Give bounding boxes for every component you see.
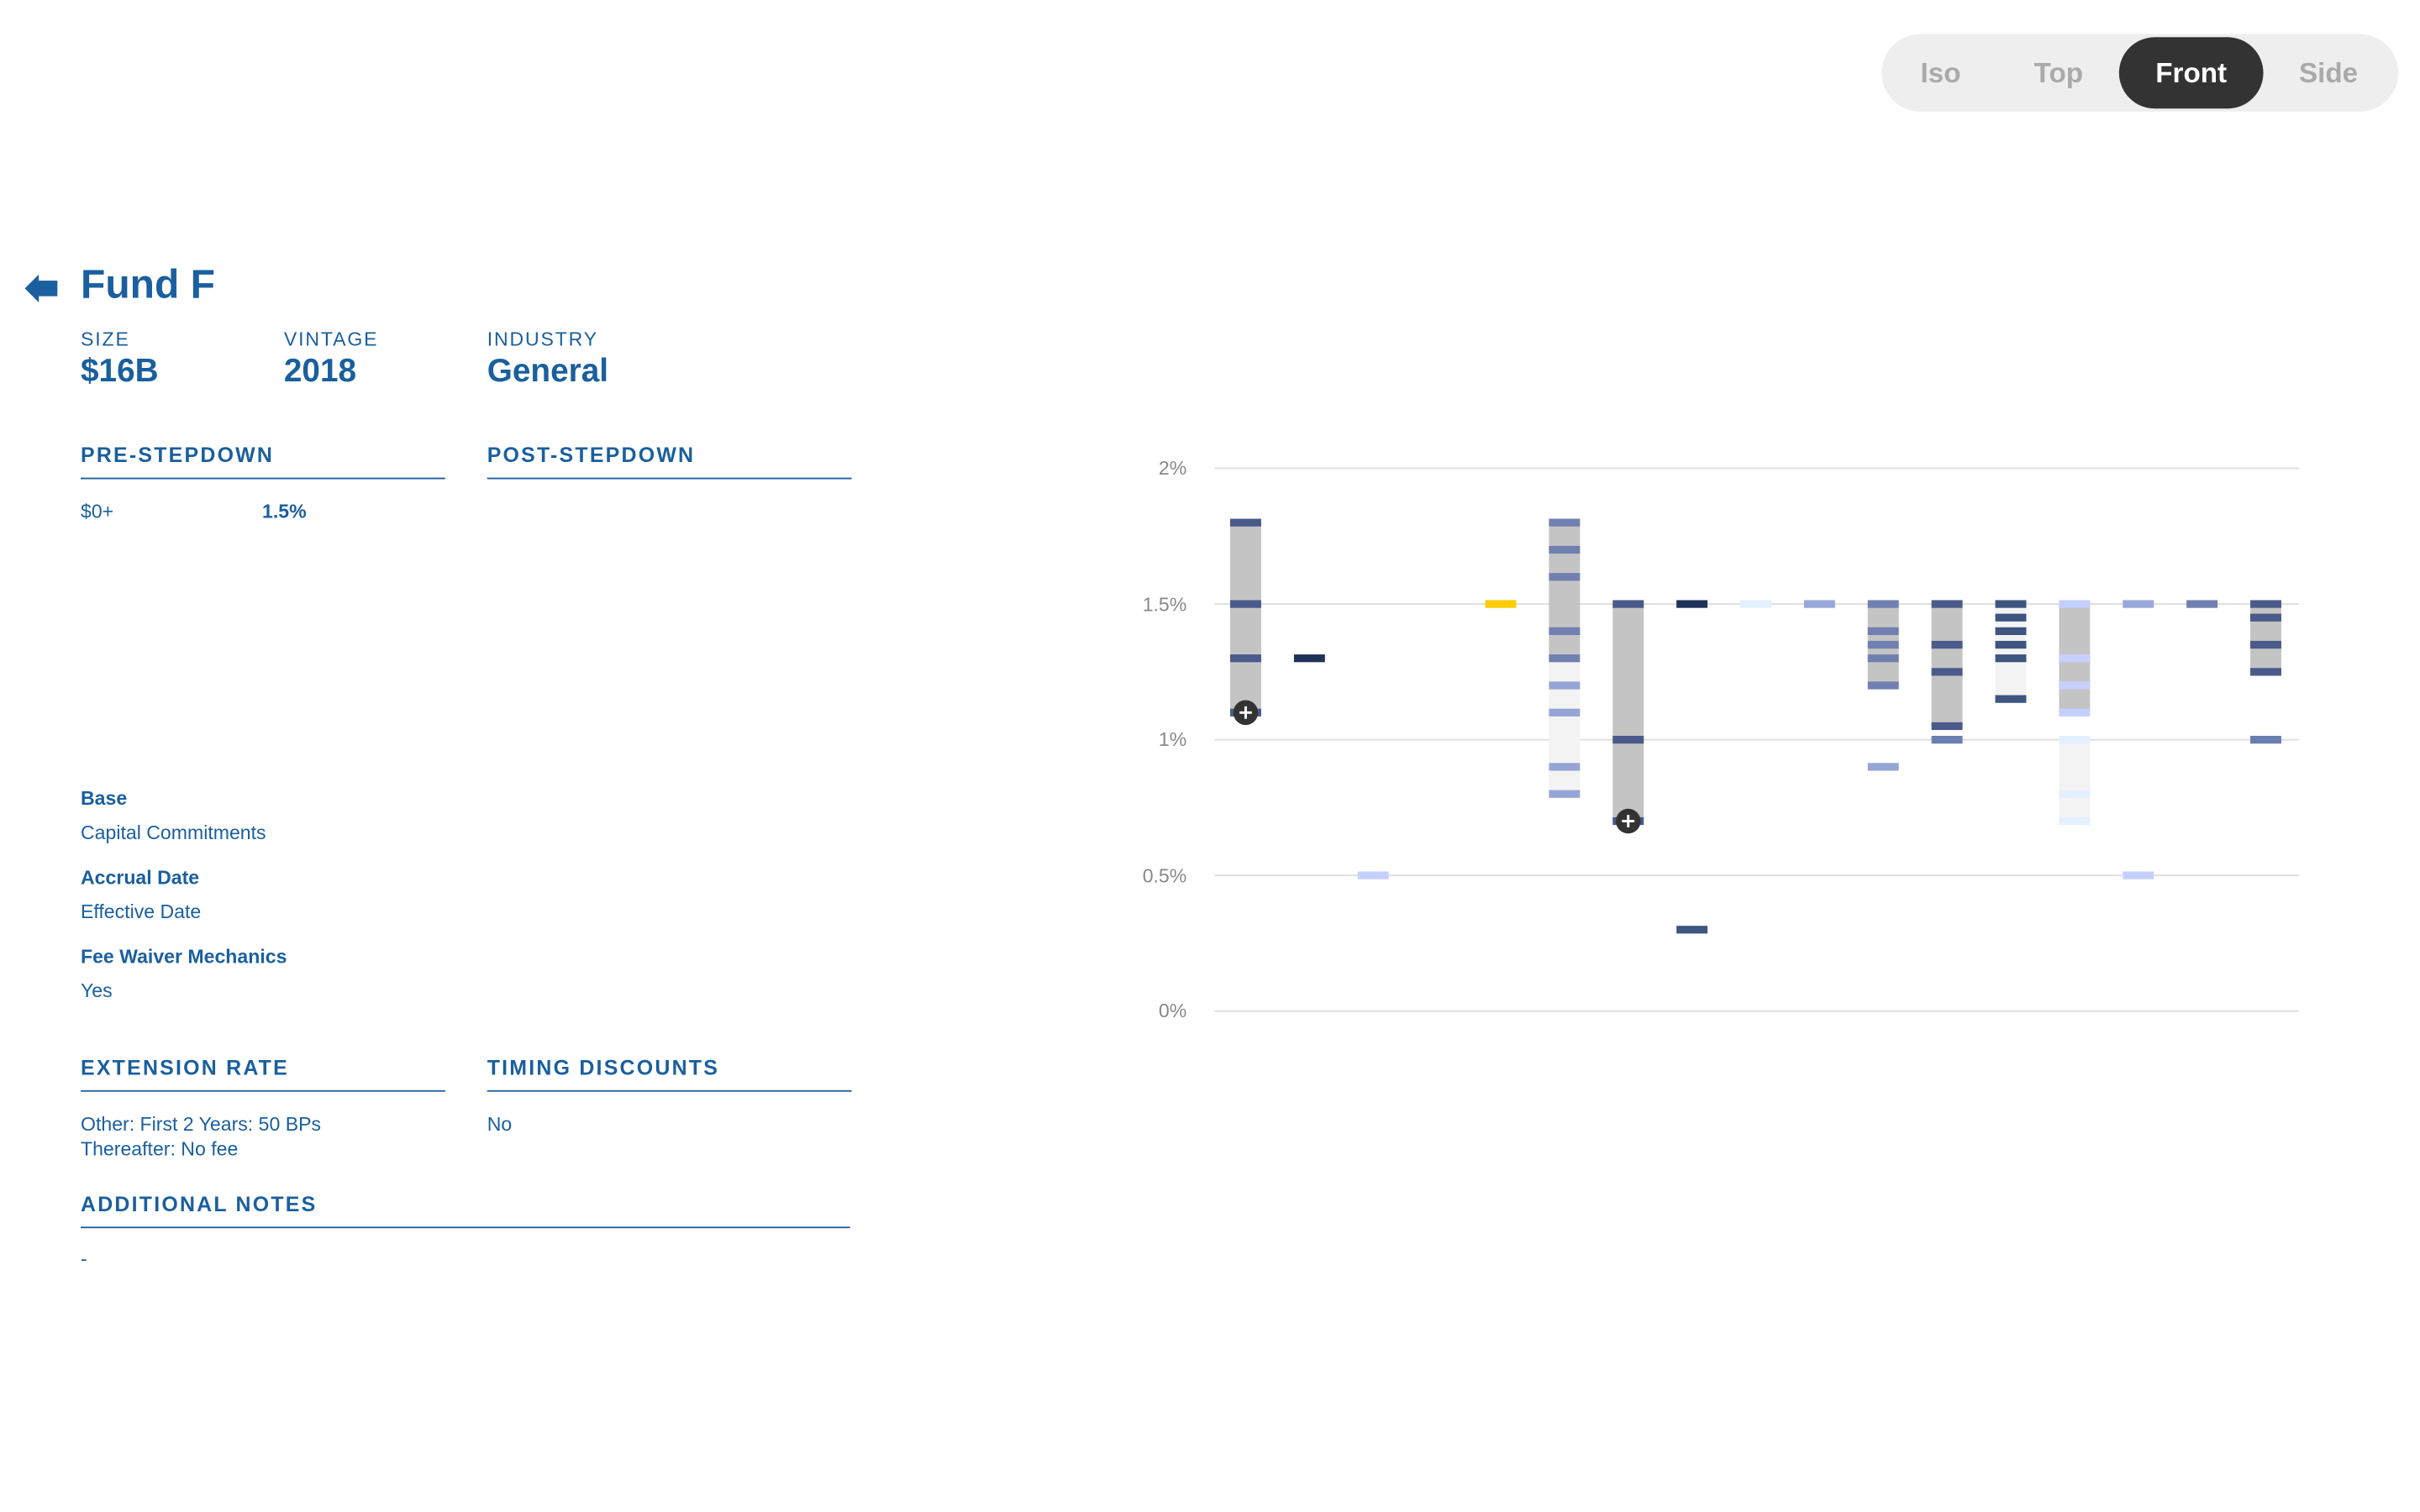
fund-title: Fund F	[80, 260, 215, 307]
rate-marker[interactable]	[1995, 627, 2027, 635]
rate-marker[interactable]	[1931, 600, 1963, 608]
rate-marker[interactable]	[1676, 926, 1708, 934]
range-bar	[1549, 522, 1581, 659]
rate-marker[interactable]	[1612, 735, 1644, 744]
rate-marker[interactable]	[1549, 763, 1581, 771]
range-bar	[1612, 604, 1644, 822]
rate-marker[interactable]	[2059, 790, 2091, 798]
base-label: Base	[80, 787, 128, 810]
rate-marker[interactable]	[1612, 600, 1644, 608]
view-side-button[interactable]: Side	[2298, 57, 2359, 89]
rate-marker[interactable]	[2059, 816, 2091, 826]
plus-icon	[1239, 706, 1252, 719]
back-arrow-icon[interactable]	[24, 273, 60, 304]
extension-rate-line2: Thereafter: No fee	[80, 1138, 239, 1160]
rate-marker[interactable]	[1995, 613, 2027, 622]
rate-marker[interactable]	[1995, 640, 2027, 649]
rate-marker[interactable]	[1867, 654, 1899, 663]
rate-marker[interactable]	[1867, 681, 1899, 690]
rate-marker[interactable]	[1229, 654, 1261, 663]
rate-marker[interactable]	[1867, 600, 1899, 608]
rate-marker[interactable]	[1740, 600, 1771, 608]
rate-marker[interactable]	[2123, 871, 2154, 879]
rate-marker[interactable]	[2250, 735, 2281, 744]
rate-marker[interactable]	[1357, 871, 1389, 879]
plus-icon	[1622, 815, 1635, 827]
rate-marker[interactable]	[2059, 681, 2091, 690]
industry-value: General	[487, 353, 609, 390]
pre-stepdown-heading: PRE-STEPDOWN	[80, 444, 445, 480]
vintage-label: VINTAGE	[283, 328, 379, 351]
accrual-date-value: Effective Date	[80, 900, 202, 923]
extension-rate-line1: Other: First 2 Years: 50 BPs	[80, 1113, 322, 1136]
range-bar	[1229, 522, 1261, 713]
rate-marker[interactable]	[1229, 600, 1261, 608]
view-front-button[interactable]: Front	[2118, 37, 2264, 109]
rate-marker[interactable]	[1293, 654, 1325, 663]
rate-marker[interactable]	[1549, 545, 1581, 554]
view-iso-button[interactable]: Iso	[1920, 57, 1961, 89]
timing-discounts-heading: TIMING DISCOUNTS	[487, 1056, 852, 1092]
rate-marker[interactable]	[1867, 627, 1899, 635]
timing-discounts-value: No	[487, 1113, 513, 1136]
y-tick-0-5: 0.5%	[1142, 865, 1187, 887]
rate-marker[interactable]	[2059, 654, 2091, 663]
rate-marker[interactable]	[1549, 654, 1581, 663]
fee-waiver-value: Yes	[80, 979, 113, 1002]
rate-marker[interactable]	[1931, 735, 1963, 744]
rate-marker[interactable]	[1931, 640, 1963, 649]
rate-marker[interactable]	[1549, 708, 1581, 717]
rate-marker[interactable]	[1995, 600, 2027, 608]
tier-threshold: $0+	[80, 501, 114, 523]
rate-marker[interactable]	[2123, 600, 2154, 608]
rate-marker[interactable]	[2059, 600, 2091, 608]
rate-marker[interactable]	[1485, 600, 1517, 608]
y-tick-0: 0%	[1158, 1000, 1187, 1022]
y-tick-1-5: 1.5%	[1142, 594, 1187, 616]
industry-label: INDUSTRY	[487, 328, 599, 351]
range-bar	[1931, 604, 1963, 727]
rate-marker[interactable]	[2250, 600, 2281, 608]
rate-marker[interactable]	[2186, 600, 2218, 608]
vintage-value: 2018	[283, 353, 357, 390]
rate-marker[interactable]	[1931, 668, 1963, 676]
extension-rate-heading: EXTENSION RATE	[80, 1056, 445, 1092]
rate-marker[interactable]	[1803, 600, 1835, 608]
size-label: SIZE	[80, 328, 130, 351]
size-value: $16B	[80, 353, 159, 390]
rate-marker[interactable]	[1931, 722, 1963, 731]
y-tick-1: 1%	[1158, 728, 1187, 751]
rate-marker[interactable]	[2250, 640, 2281, 649]
additional-notes-heading: ADDITIONAL NOTES	[80, 1193, 850, 1229]
rate-marker[interactable]	[1549, 518, 1581, 527]
rate-marker[interactable]	[2250, 613, 2281, 622]
range-bar	[2059, 739, 2091, 822]
rate-marker[interactable]	[1549, 681, 1581, 690]
rate-marker[interactable]	[1229, 518, 1261, 527]
post-stepdown-heading: POST-STEPDOWN	[487, 444, 852, 480]
rate-marker[interactable]	[1867, 640, 1899, 649]
range-bar	[1549, 658, 1581, 795]
rate-marker[interactable]	[1549, 627, 1581, 635]
rate-marker[interactable]	[1549, 573, 1581, 581]
rate-marker[interactable]	[1676, 600, 1708, 608]
view-top-button[interactable]: Top	[2033, 57, 2084, 89]
additional-notes-value: -	[80, 1248, 87, 1270]
rate-marker[interactable]	[1867, 763, 1899, 771]
rate-marker[interactable]	[2059, 708, 2091, 717]
accrual-date-label: Accrual Date	[80, 866, 200, 889]
rate-marker[interactable]	[1995, 654, 2027, 663]
fee-waiver-label: Fee Waiver Mechanics	[80, 946, 287, 968]
rate-marker[interactable]	[2250, 668, 2281, 676]
base-value: Capital Commitments	[80, 822, 266, 844]
rate-marker[interactable]	[1995, 695, 2027, 703]
rate-marker[interactable]	[1549, 790, 1581, 798]
y-tick-2: 2%	[1158, 457, 1187, 480]
rate-marker[interactable]	[2059, 735, 2091, 744]
view-toggle: Iso Top Front Side	[1881, 34, 2399, 112]
tier-rate: 1.5%	[261, 501, 307, 523]
